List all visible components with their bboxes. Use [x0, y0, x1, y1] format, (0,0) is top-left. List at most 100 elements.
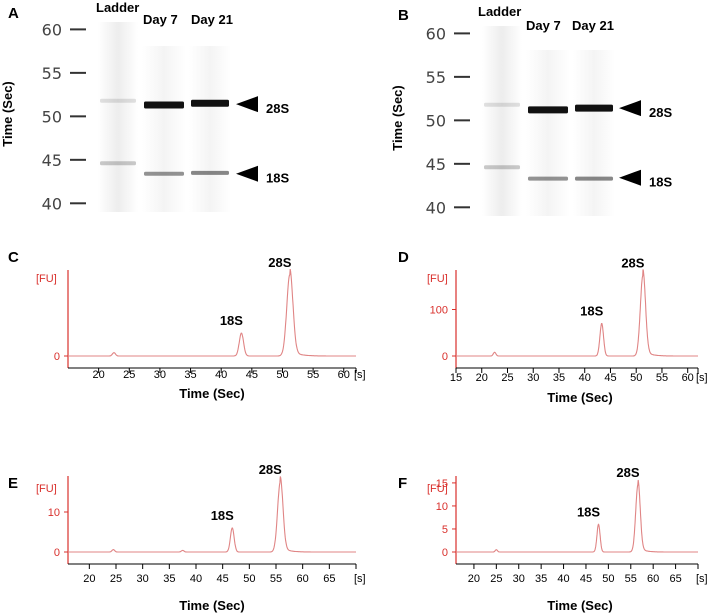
band [191, 170, 229, 175]
x-tick-label: 55 [656, 372, 668, 384]
panel-letter: E [8, 475, 18, 492]
x-tick-label: 25 [110, 573, 122, 585]
y-axis-unit: [FU] [427, 483, 448, 495]
y-tick-label: 40 [426, 198, 446, 217]
x-tick-label: 30 [527, 372, 539, 384]
peak-label: 18S [577, 504, 600, 519]
marker-label: 18S [266, 171, 289, 186]
lane-ladder: Ladder [478, 4, 522, 216]
panel-letter: B [398, 7, 409, 24]
panel-letter: D [398, 249, 409, 266]
marker-arrow [619, 100, 641, 117]
y-axis-title: Time (Sec) [390, 85, 405, 151]
x-tick-label: 65 [669, 573, 681, 585]
peak-label: 28S [268, 255, 291, 270]
x-tick-label: 55 [625, 573, 637, 585]
x-tick-label: 45 [580, 573, 592, 585]
x-tick-label: 50 [630, 372, 642, 384]
x-tick-label: 45 [246, 369, 258, 381]
trace-line [68, 476, 356, 553]
gel-panel-b: B Time (Sec) 60 55 50 45 40 Ladder Day 7 Day 21 28… [390, 4, 672, 217]
lane-label: Day 21 [572, 18, 614, 33]
y-tick-label: 50 [426, 111, 446, 130]
x-tick-label: 40 [579, 372, 591, 384]
x-tick-label: 20 [83, 573, 95, 585]
band [144, 171, 184, 176]
trace-line [456, 269, 698, 357]
y-axis-unit: [FU] [427, 273, 448, 285]
x-tick-label: 20 [93, 369, 105, 381]
y-tick-label: 10 [48, 507, 60, 519]
peak-label: 28S [621, 256, 644, 271]
x-tick-label: 55 [270, 573, 282, 585]
x-axis-title: Time (Sec) [179, 598, 245, 613]
y-axis-unit: [FU] [36, 483, 57, 495]
lane-background [189, 46, 231, 212]
lane-label: Day 7 [526, 18, 561, 33]
y-tick-label: 50 [42, 107, 62, 126]
y-tick-label: 0 [442, 547, 448, 559]
marker-label: 18S [649, 175, 672, 190]
x-unit-label: [s] [354, 573, 366, 585]
lane-background [526, 50, 570, 216]
marker-label: 28S [266, 101, 289, 116]
x-tick-label: 40 [190, 573, 202, 585]
x-tick-label: 30 [137, 573, 149, 585]
lane-label: Day 7 [143, 12, 178, 27]
marker-arrow [236, 96, 258, 113]
x-tick-label: 20 [468, 573, 480, 585]
panel-letter: F [398, 475, 407, 492]
peak-label: 18S [580, 303, 603, 318]
peak-label: 18S [220, 313, 243, 328]
panel-letter: A [8, 5, 19, 22]
x-tick-label: 60 [682, 372, 694, 384]
x-unit-label: [s] [354, 369, 366, 381]
lane-day-7: Day 7 [142, 12, 186, 212]
x-tick-label: 40 [557, 573, 569, 585]
x-tick-label: 35 [184, 369, 196, 381]
panel-letter: C [8, 249, 19, 266]
peak-label: 18S [211, 508, 234, 523]
trace-line [456, 479, 698, 553]
band [484, 165, 520, 170]
x-tick-label: 45 [217, 573, 229, 585]
lane-background [482, 26, 522, 216]
x-unit-label: [s] [696, 372, 708, 384]
electropherogram-c: C [FU] 0 20 25 30 35 40 45 50 55 60 [s] Time (Sec) 18S… [8, 249, 366, 401]
band [484, 102, 520, 107]
x-axis-title: Time (Sec) [547, 390, 613, 405]
trace-line [68, 269, 356, 357]
x-tick-label: 20 [476, 372, 488, 384]
y-tick-label: 0 [54, 351, 60, 363]
band [100, 98, 136, 103]
lane-label: Ladder [96, 0, 139, 15]
y-tick-label: 45 [426, 155, 446, 174]
lane-day-21: Day 21 [572, 18, 615, 216]
y-axis-unit: [FU] [36, 273, 57, 285]
lane-label: Day 21 [191, 12, 233, 27]
band [575, 104, 613, 112]
lane-background [573, 50, 615, 216]
lane-label: Ladder [478, 4, 521, 19]
y-tick-label: 15 [436, 478, 448, 490]
y-tick-label: 100 [430, 305, 448, 317]
peak-label: 28S [259, 462, 282, 477]
gel-panel-a: A Time (Sec) 60 55 50 45 40 Ladder Day 7 Day 21 28… [0, 0, 289, 213]
x-tick-label: 60 [338, 369, 350, 381]
marker-label: 28S [649, 105, 672, 120]
peak-label: 28S [616, 465, 639, 480]
x-tick-label: 35 [553, 372, 565, 384]
y-axis-title: Time (Sec) [0, 81, 15, 147]
band [144, 101, 184, 109]
y-tick-label: 0 [442, 351, 448, 363]
marker-arrow [619, 169, 641, 186]
y-tick-label: 10 [436, 501, 448, 513]
x-tick-label: 60 [297, 573, 309, 585]
x-tick-label: 25 [123, 369, 135, 381]
electropherogram-d: D [FU] 0 100 15 20 25 30 35 40 45 50 55 60 [s] Time (Se… [398, 249, 708, 405]
band [191, 99, 229, 107]
band [528, 106, 568, 114]
lane-background [98, 22, 138, 212]
y-tick-label: 5 [442, 524, 448, 536]
